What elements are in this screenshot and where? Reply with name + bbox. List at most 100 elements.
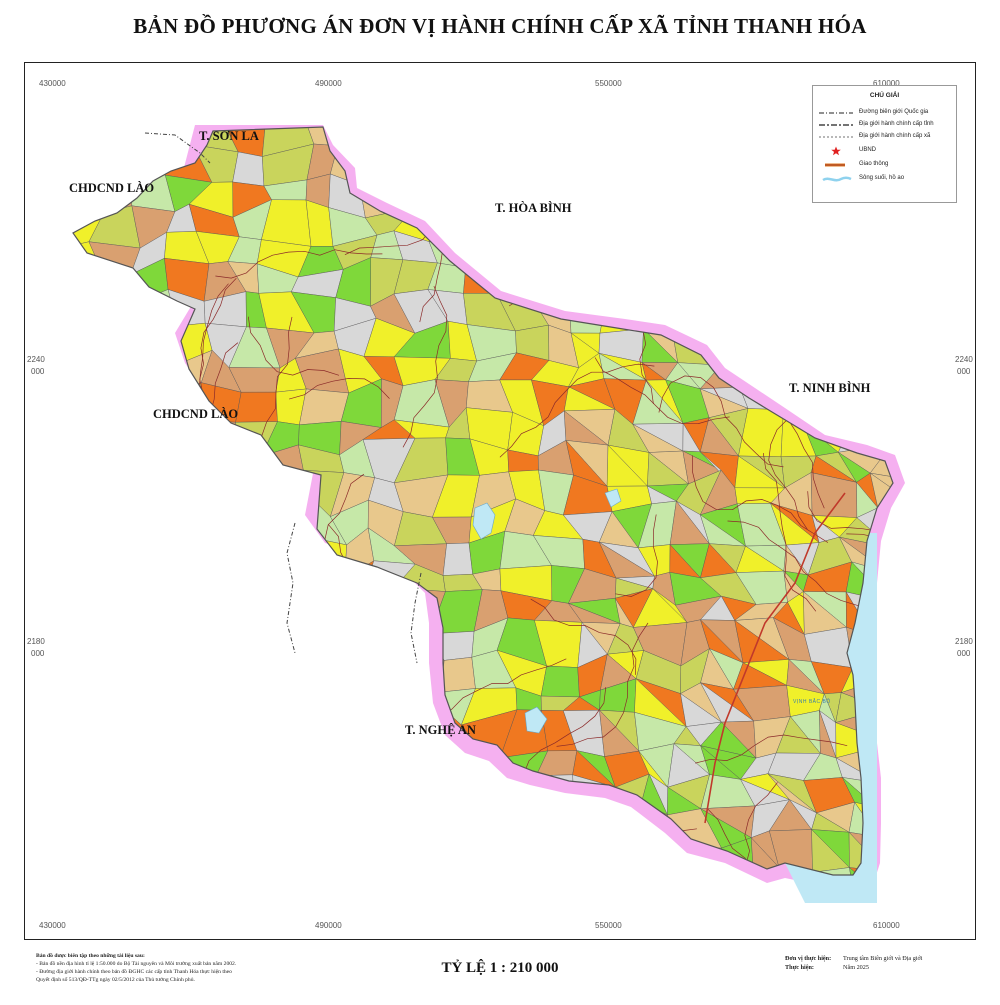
commune-polygon[interactable] [742,201,780,239]
commune-polygon[interactable] [197,798,236,849]
commune-polygon[interactable] [872,412,916,444]
commune-polygon[interactable] [161,653,206,691]
commune-polygon[interactable] [338,892,383,929]
commune-polygon[interactable] [574,150,600,186]
commune-polygon[interactable] [684,180,710,201]
commune-polygon[interactable] [477,888,505,938]
commune-polygon[interactable] [101,624,144,657]
commune-polygon[interactable] [172,620,210,659]
commune-polygon[interactable] [238,656,276,699]
commune-polygon[interactable] [205,679,246,729]
commune-polygon[interactable] [699,199,744,234]
commune-polygon[interactable] [924,572,955,600]
commune-polygon[interactable] [172,587,210,623]
commune-polygon[interactable] [872,632,921,659]
commune-polygon[interactable] [699,113,745,159]
commune-polygon[interactable] [101,737,145,778]
commune-polygon[interactable] [193,501,232,540]
commune-polygon[interactable] [672,291,710,327]
commune-polygon[interactable] [154,739,202,778]
commune-polygon[interactable] [872,379,905,420]
commune-polygon[interactable] [238,627,268,663]
commune-polygon[interactable] [204,657,240,699]
commune-polygon[interactable] [699,262,751,293]
commune-polygon[interactable] [700,871,739,901]
commune-polygon[interactable] [924,387,947,426]
commune-polygon[interactable] [890,545,923,577]
commune-polygon[interactable] [361,560,416,600]
commune-polygon[interactable] [739,201,780,239]
commune-polygon[interactable] [607,835,645,875]
commune-polygon[interactable] [56,737,105,778]
commune-polygon[interactable] [544,903,569,936]
commune-polygon[interactable] [905,770,949,798]
commune-polygon[interactable] [361,587,404,639]
commune-polygon[interactable] [242,893,281,938]
commune-polygon[interactable] [913,528,952,577]
commune-polygon[interactable] [606,266,652,301]
commune-polygon[interactable] [812,867,856,909]
commune-polygon[interactable] [124,422,172,441]
commune-polygon[interactable] [530,804,583,842]
commune-polygon[interactable] [326,680,373,721]
commune-polygon[interactable] [101,857,143,903]
commune-polygon[interactable] [635,153,686,181]
commune-polygon[interactable] [571,838,613,869]
commune-polygon[interactable] [876,783,916,808]
commune-polygon[interactable] [56,712,105,741]
commune-polygon[interactable] [598,185,639,206]
commune-polygon[interactable] [708,291,751,319]
commune-polygon[interactable] [678,864,711,901]
commune-polygon[interactable] [564,111,613,155]
commune-polygon[interactable] [224,528,281,568]
commune-polygon[interactable] [667,157,710,188]
commune-polygon[interactable] [916,798,949,847]
commune-polygon[interactable] [67,800,105,834]
commune-polygon[interactable] [908,332,944,368]
commune-polygon[interactable] [61,275,105,295]
commune-polygon[interactable] [126,438,173,483]
commune-polygon[interactable] [88,472,136,509]
commune-polygon[interactable] [916,591,953,633]
commune-polygon[interactable] [101,772,144,811]
commune-polygon[interactable] [578,150,612,186]
commune-polygon[interactable] [500,888,549,936]
commune-polygon[interactable] [908,689,960,724]
commune-polygon[interactable] [915,263,960,302]
commune-polygon[interactable] [121,653,177,694]
commune-polygon[interactable] [89,714,145,742]
commune-polygon[interactable] [298,801,337,849]
commune-polygon[interactable] [67,829,105,864]
commune-polygon[interactable] [462,141,516,180]
commune-polygon[interactable] [606,108,636,155]
commune-polygon[interactable] [325,595,380,622]
commune-polygon[interactable] [102,890,141,927]
commune-polygon[interactable] [909,800,941,847]
commune-polygon[interactable] [259,838,316,864]
commune-polygon[interactable] [100,419,128,445]
commune-polygon[interactable] [924,724,958,757]
commune-polygon[interactable] [394,742,443,778]
commune-polygon[interactable] [270,470,315,502]
commune-polygon[interactable] [326,647,380,683]
commune-polygon[interactable] [159,560,197,597]
commune-polygon[interactable] [672,258,710,303]
commune-polygon[interactable] [917,577,954,601]
commune-polygon[interactable] [265,893,308,935]
commune-polygon[interactable] [908,860,944,899]
commune-polygon[interactable] [834,211,882,243]
commune-polygon[interactable] [743,174,776,208]
commune-polygon[interactable] [196,587,245,633]
commune-polygon[interactable] [331,803,372,844]
commune-polygon[interactable] [913,899,954,922]
commune-polygon[interactable] [140,767,166,811]
commune-polygon[interactable] [810,304,850,338]
commune-polygon[interactable] [436,894,481,938]
commune-polygon[interactable] [127,803,166,847]
commune-polygon[interactable] [720,233,743,272]
commune-polygon[interactable] [156,420,198,443]
commune-polygon[interactable] [575,204,616,242]
commune-polygon[interactable] [923,199,945,230]
commune-polygon[interactable] [925,353,944,387]
commune-polygon[interactable] [699,291,742,327]
